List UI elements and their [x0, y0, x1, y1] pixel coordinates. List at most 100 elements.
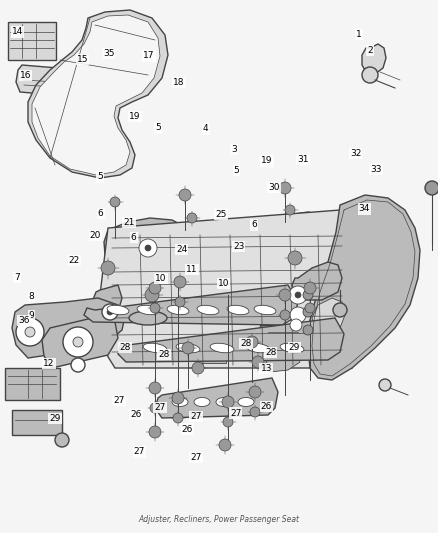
Polygon shape: [84, 285, 298, 325]
Circle shape: [150, 303, 160, 313]
Circle shape: [150, 403, 160, 413]
Polygon shape: [104, 218, 195, 262]
Text: 27: 27: [191, 413, 202, 421]
Polygon shape: [92, 285, 122, 318]
Circle shape: [192, 362, 204, 374]
Circle shape: [110, 197, 120, 207]
Circle shape: [290, 307, 306, 323]
Text: 24: 24: [176, 245, 187, 254]
Text: 15: 15: [77, 55, 88, 64]
Circle shape: [303, 307, 313, 317]
Circle shape: [250, 407, 260, 417]
Circle shape: [73, 337, 83, 347]
Text: 21: 21: [124, 219, 135, 227]
Circle shape: [290, 319, 302, 331]
Text: 32: 32: [350, 149, 361, 158]
Polygon shape: [330, 272, 362, 308]
Bar: [260, 325, 302, 347]
Ellipse shape: [172, 398, 188, 407]
Text: 28: 28: [240, 340, 252, 348]
Text: 17: 17: [143, 52, 155, 60]
Circle shape: [149, 282, 161, 294]
Circle shape: [25, 327, 35, 337]
Circle shape: [145, 245, 151, 251]
Circle shape: [425, 181, 438, 195]
Circle shape: [223, 417, 233, 427]
Bar: [8, 22, 56, 60]
Polygon shape: [312, 298, 345, 332]
Circle shape: [222, 396, 234, 408]
Text: 2: 2: [367, 46, 373, 55]
Text: 23: 23: [233, 242, 244, 251]
Text: 10: 10: [218, 279, 229, 288]
Polygon shape: [42, 315, 118, 368]
Text: 1: 1: [356, 30, 362, 39]
Polygon shape: [16, 65, 62, 95]
Circle shape: [172, 392, 184, 404]
Polygon shape: [256, 212, 342, 262]
Ellipse shape: [246, 343, 270, 353]
Circle shape: [149, 382, 161, 394]
Text: 12: 12: [43, 359, 55, 368]
Ellipse shape: [167, 305, 189, 314]
Circle shape: [379, 379, 391, 391]
Text: 4: 4: [203, 125, 208, 133]
Text: Adjuster, Recliners, Power Passenger Seat: Adjuster, Recliners, Power Passenger Sea…: [138, 515, 300, 524]
Circle shape: [285, 205, 295, 215]
Circle shape: [252, 356, 264, 368]
Bar: [12, 410, 62, 435]
Circle shape: [279, 289, 291, 301]
Circle shape: [16, 318, 44, 346]
Circle shape: [249, 386, 261, 398]
Circle shape: [333, 303, 347, 317]
Circle shape: [149, 426, 161, 438]
Text: 22: 22: [69, 256, 80, 264]
Text: 6: 6: [251, 221, 257, 229]
Polygon shape: [12, 298, 125, 358]
Text: 6: 6: [131, 233, 137, 241]
Text: 18: 18: [173, 78, 184, 87]
Text: 27: 27: [113, 397, 125, 405]
Text: 7: 7: [14, 273, 20, 281]
Polygon shape: [98, 210, 355, 368]
Text: 27: 27: [134, 448, 145, 456]
Polygon shape: [28, 10, 168, 178]
Ellipse shape: [176, 343, 200, 353]
Ellipse shape: [238, 398, 254, 407]
Circle shape: [303, 290, 313, 300]
Text: 6: 6: [98, 209, 104, 217]
Polygon shape: [32, 15, 160, 175]
Text: 27: 27: [154, 403, 166, 412]
Bar: [5, 368, 60, 400]
Text: 13: 13: [261, 365, 272, 373]
Text: 26: 26: [130, 410, 141, 419]
Text: 28: 28: [159, 350, 170, 359]
Ellipse shape: [210, 343, 234, 353]
Text: 19: 19: [129, 112, 141, 120]
Text: 29: 29: [49, 414, 60, 423]
Circle shape: [175, 297, 185, 307]
Text: 26: 26: [182, 425, 193, 433]
Text: 5: 5: [97, 173, 103, 181]
Text: 25: 25: [215, 210, 227, 219]
Text: 5: 5: [155, 124, 161, 132]
Circle shape: [288, 251, 302, 265]
Circle shape: [182, 342, 194, 354]
Circle shape: [279, 182, 291, 194]
Text: 27: 27: [230, 409, 241, 417]
Circle shape: [289, 286, 307, 304]
Circle shape: [303, 325, 313, 335]
Text: 27: 27: [191, 453, 202, 462]
Ellipse shape: [197, 305, 219, 314]
Text: 14: 14: [12, 28, 23, 36]
Text: 8: 8: [28, 293, 35, 301]
Circle shape: [63, 327, 93, 357]
Polygon shape: [155, 378, 278, 418]
Text: 29: 29: [289, 343, 300, 352]
Text: 30: 30: [268, 183, 279, 192]
Circle shape: [187, 213, 197, 223]
Text: 16: 16: [20, 71, 31, 80]
Circle shape: [101, 261, 115, 275]
Ellipse shape: [143, 343, 167, 353]
Text: 28: 28: [265, 349, 276, 357]
